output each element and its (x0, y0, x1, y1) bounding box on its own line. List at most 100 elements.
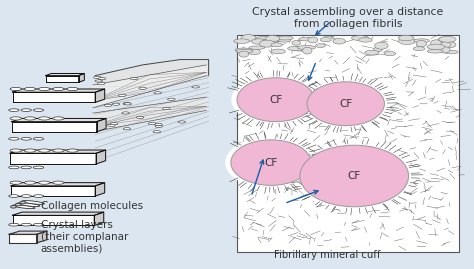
Text: CF: CF (339, 99, 352, 109)
Ellipse shape (155, 125, 163, 127)
Polygon shape (10, 153, 96, 164)
Ellipse shape (414, 39, 429, 43)
Ellipse shape (252, 39, 267, 44)
Ellipse shape (292, 41, 301, 45)
Ellipse shape (259, 40, 275, 47)
Ellipse shape (236, 49, 253, 53)
Ellipse shape (266, 37, 279, 43)
Ellipse shape (10, 206, 16, 208)
Ellipse shape (438, 37, 449, 44)
Ellipse shape (10, 149, 21, 152)
Text: CF: CF (269, 95, 283, 105)
Ellipse shape (21, 223, 31, 226)
Ellipse shape (239, 51, 249, 57)
Ellipse shape (271, 43, 282, 47)
Polygon shape (11, 122, 97, 132)
Ellipse shape (263, 39, 274, 43)
Circle shape (231, 75, 320, 125)
Ellipse shape (122, 112, 129, 114)
Ellipse shape (365, 50, 379, 55)
Ellipse shape (235, 48, 252, 52)
Circle shape (237, 78, 315, 122)
Ellipse shape (439, 36, 456, 42)
Ellipse shape (123, 128, 131, 130)
Ellipse shape (24, 149, 36, 152)
Ellipse shape (108, 124, 115, 126)
Ellipse shape (374, 47, 383, 52)
Ellipse shape (163, 108, 170, 110)
Polygon shape (10, 150, 106, 153)
Ellipse shape (33, 137, 44, 140)
Ellipse shape (110, 123, 118, 125)
Ellipse shape (297, 45, 316, 49)
Ellipse shape (139, 87, 146, 89)
Ellipse shape (38, 117, 50, 120)
Ellipse shape (278, 38, 291, 42)
Ellipse shape (292, 47, 310, 51)
Ellipse shape (10, 87, 21, 91)
Ellipse shape (112, 103, 120, 105)
Polygon shape (94, 212, 104, 225)
Ellipse shape (124, 103, 131, 105)
Ellipse shape (302, 47, 312, 54)
Ellipse shape (18, 203, 40, 207)
Ellipse shape (148, 123, 156, 125)
Ellipse shape (299, 37, 314, 41)
Ellipse shape (98, 82, 105, 84)
Ellipse shape (33, 195, 44, 197)
Ellipse shape (21, 195, 31, 197)
Ellipse shape (24, 117, 36, 120)
Ellipse shape (104, 104, 112, 107)
Circle shape (307, 82, 384, 126)
Ellipse shape (192, 86, 200, 88)
Ellipse shape (155, 123, 162, 126)
Ellipse shape (438, 47, 450, 53)
Text: Crystal layers
(their complanar
assemblies): Crystal layers (their complanar assembli… (41, 220, 128, 254)
Ellipse shape (21, 109, 31, 111)
Polygon shape (95, 183, 105, 196)
Polygon shape (36, 231, 47, 243)
Polygon shape (11, 186, 95, 196)
Ellipse shape (384, 51, 396, 56)
Ellipse shape (93, 76, 101, 79)
Ellipse shape (53, 117, 64, 120)
Polygon shape (79, 73, 84, 82)
Polygon shape (12, 92, 95, 102)
Ellipse shape (9, 137, 19, 140)
Ellipse shape (33, 223, 44, 226)
Ellipse shape (265, 36, 280, 42)
Ellipse shape (118, 94, 126, 97)
Ellipse shape (67, 149, 78, 152)
Ellipse shape (123, 102, 131, 105)
Text: CF: CF (264, 158, 278, 168)
Ellipse shape (248, 49, 260, 55)
Ellipse shape (316, 44, 325, 47)
Ellipse shape (352, 36, 369, 41)
Ellipse shape (22, 201, 45, 204)
Ellipse shape (241, 35, 256, 41)
Ellipse shape (38, 149, 50, 152)
Polygon shape (11, 183, 105, 186)
Ellipse shape (320, 38, 331, 42)
Ellipse shape (38, 87, 50, 91)
Ellipse shape (308, 37, 318, 43)
Ellipse shape (255, 36, 274, 40)
Ellipse shape (264, 38, 278, 44)
Ellipse shape (38, 181, 50, 184)
Text: CF: CF (347, 171, 361, 181)
Ellipse shape (9, 195, 19, 197)
Ellipse shape (24, 181, 36, 184)
Ellipse shape (430, 40, 441, 47)
Circle shape (231, 140, 311, 185)
Ellipse shape (178, 121, 185, 123)
Polygon shape (93, 65, 206, 108)
Ellipse shape (33, 109, 44, 111)
Ellipse shape (288, 46, 304, 51)
Ellipse shape (53, 87, 64, 91)
Ellipse shape (10, 117, 21, 120)
Ellipse shape (441, 42, 451, 48)
Ellipse shape (53, 149, 64, 152)
Polygon shape (9, 234, 36, 243)
Ellipse shape (374, 42, 388, 49)
Ellipse shape (13, 205, 35, 209)
